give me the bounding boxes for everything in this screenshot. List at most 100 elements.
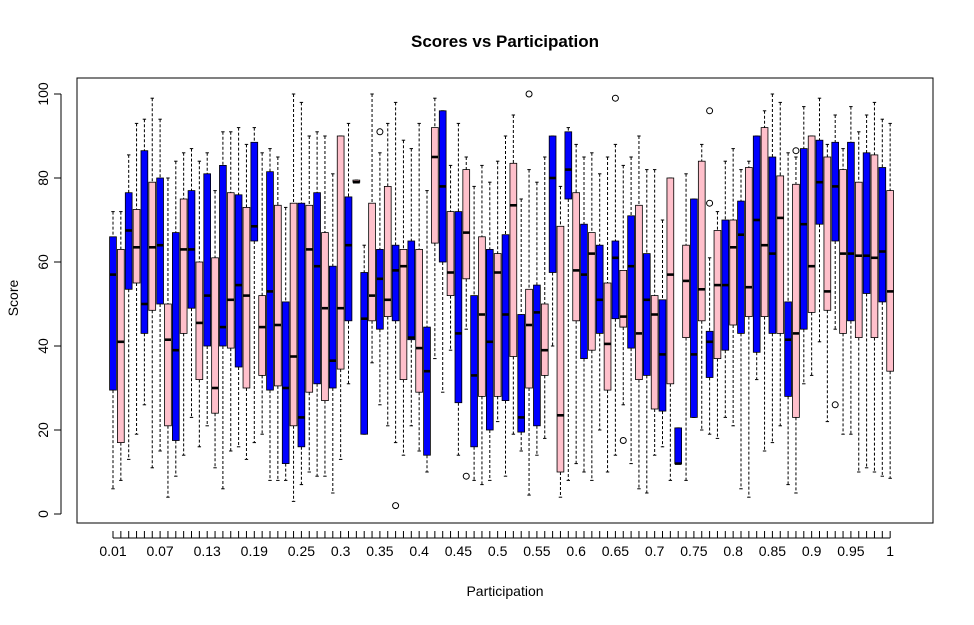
y-tick-label: 80: [35, 170, 51, 186]
box-0.36: [383, 122, 392, 427]
box-body: [485, 248, 494, 431]
box-0.87: [784, 152, 792, 486]
box-body: [768, 156, 777, 334]
x-tick-label: 0.95: [837, 543, 864, 559]
box-body: [478, 236, 486, 397]
box-0.02: [117, 211, 125, 481]
box-0.22: [274, 156, 282, 481]
box-body: [423, 326, 431, 456]
x-tick-label: 0.5: [488, 543, 508, 559]
box-body: [674, 427, 682, 464]
x-tick-label: 0.19: [241, 543, 268, 559]
box-body: [313, 192, 321, 385]
box-0.73: [674, 427, 682, 465]
y-axis: 0 20 40 60 80 100: [35, 82, 62, 518]
box-body: [171, 232, 180, 441]
y-tick-label: 20: [35, 422, 51, 438]
box-body: [195, 261, 204, 380]
box-0.1: [179, 152, 188, 456]
box-0.24: [289, 93, 298, 502]
box-body: [525, 288, 533, 389]
box-body: [792, 183, 800, 418]
box-0.62: [588, 152, 596, 481]
box-0.05: [140, 118, 149, 406]
box-0.83: [752, 135, 761, 381]
x-tick-label: 0.9: [802, 543, 822, 559]
plot-area-frame: [76, 77, 934, 524]
box-0.35: [376, 128, 384, 406]
box-0.53: [517, 198, 525, 452]
box-0.09: [171, 160, 180, 477]
box-body: [650, 295, 659, 410]
box-body: [164, 303, 172, 427]
box-body: [281, 301, 290, 464]
box-0.29: [328, 173, 337, 494]
box-0.76: [697, 143, 706, 431]
box-body: [635, 204, 643, 381]
box-0.86: [776, 101, 785, 427]
box-body: [407, 240, 416, 341]
x-tick-label: 0.75: [680, 543, 707, 559]
box-0.65: [611, 94, 620, 456]
box-0.12: [195, 160, 204, 448]
box-0.5: [493, 160, 502, 423]
box-0.47: [470, 185, 478, 481]
box-0.69: [643, 169, 651, 494]
box-body: [462, 169, 471, 280]
y-axis-title: Score: [5, 280, 21, 317]
box-0.14: [211, 190, 219, 469]
box-0.19: [250, 127, 259, 444]
box-body: [156, 177, 164, 305]
box-0.26: [305, 135, 314, 473]
box-body: [454, 211, 463, 404]
outlier-point: [525, 90, 533, 98]
box-body: [603, 282, 612, 391]
box-body: [533, 284, 541, 427]
box-body: [509, 162, 518, 357]
box-body: [690, 198, 698, 418]
box-0.37: [391, 101, 400, 510]
box-body: [847, 141, 855, 322]
box-0.61: [580, 156, 588, 473]
box-0.4: [415, 122, 423, 452]
x-tick-label: 0.7: [645, 543, 665, 559]
x-tick-label: 0.45: [445, 543, 472, 559]
box-body: [517, 314, 525, 433]
box-0.7: [650, 169, 659, 456]
box-0.91: [815, 97, 824, 343]
box-body: [548, 135, 557, 273]
box-body: [666, 177, 675, 385]
box-0.79: [721, 160, 730, 418]
box-body: [643, 253, 651, 376]
box-body: [493, 253, 502, 397]
box-body: [328, 265, 337, 389]
x-tick-label: 1: [886, 543, 894, 559]
box-0.03: [124, 154, 133, 460]
box-body: [760, 127, 769, 317]
box-0.85: [768, 93, 777, 444]
box-0.21: [266, 148, 274, 481]
box-0.66: [619, 164, 628, 444]
box-body: [234, 194, 243, 368]
outlier-point: [376, 128, 384, 136]
box-0.9: [807, 135, 816, 376]
box-0.74: [682, 173, 690, 481]
box-body: [336, 135, 345, 370]
y-tick-label: 60: [35, 254, 51, 270]
box-body: [297, 202, 306, 448]
box-0.43: [438, 110, 447, 393]
y-tick-label: 40: [35, 338, 51, 354]
box-0.39: [407, 148, 416, 427]
box-body: [250, 141, 259, 242]
box-body: [807, 135, 816, 313]
box-0.6: [572, 143, 580, 465]
box-body: [627, 215, 635, 349]
box-body: [619, 269, 628, 328]
box-0.45: [454, 122, 463, 456]
box-0.84: [760, 110, 769, 452]
box-0.81: [737, 169, 745, 490]
box-0.98: [870, 101, 879, 473]
x-tick-label: 0.55: [523, 543, 550, 559]
